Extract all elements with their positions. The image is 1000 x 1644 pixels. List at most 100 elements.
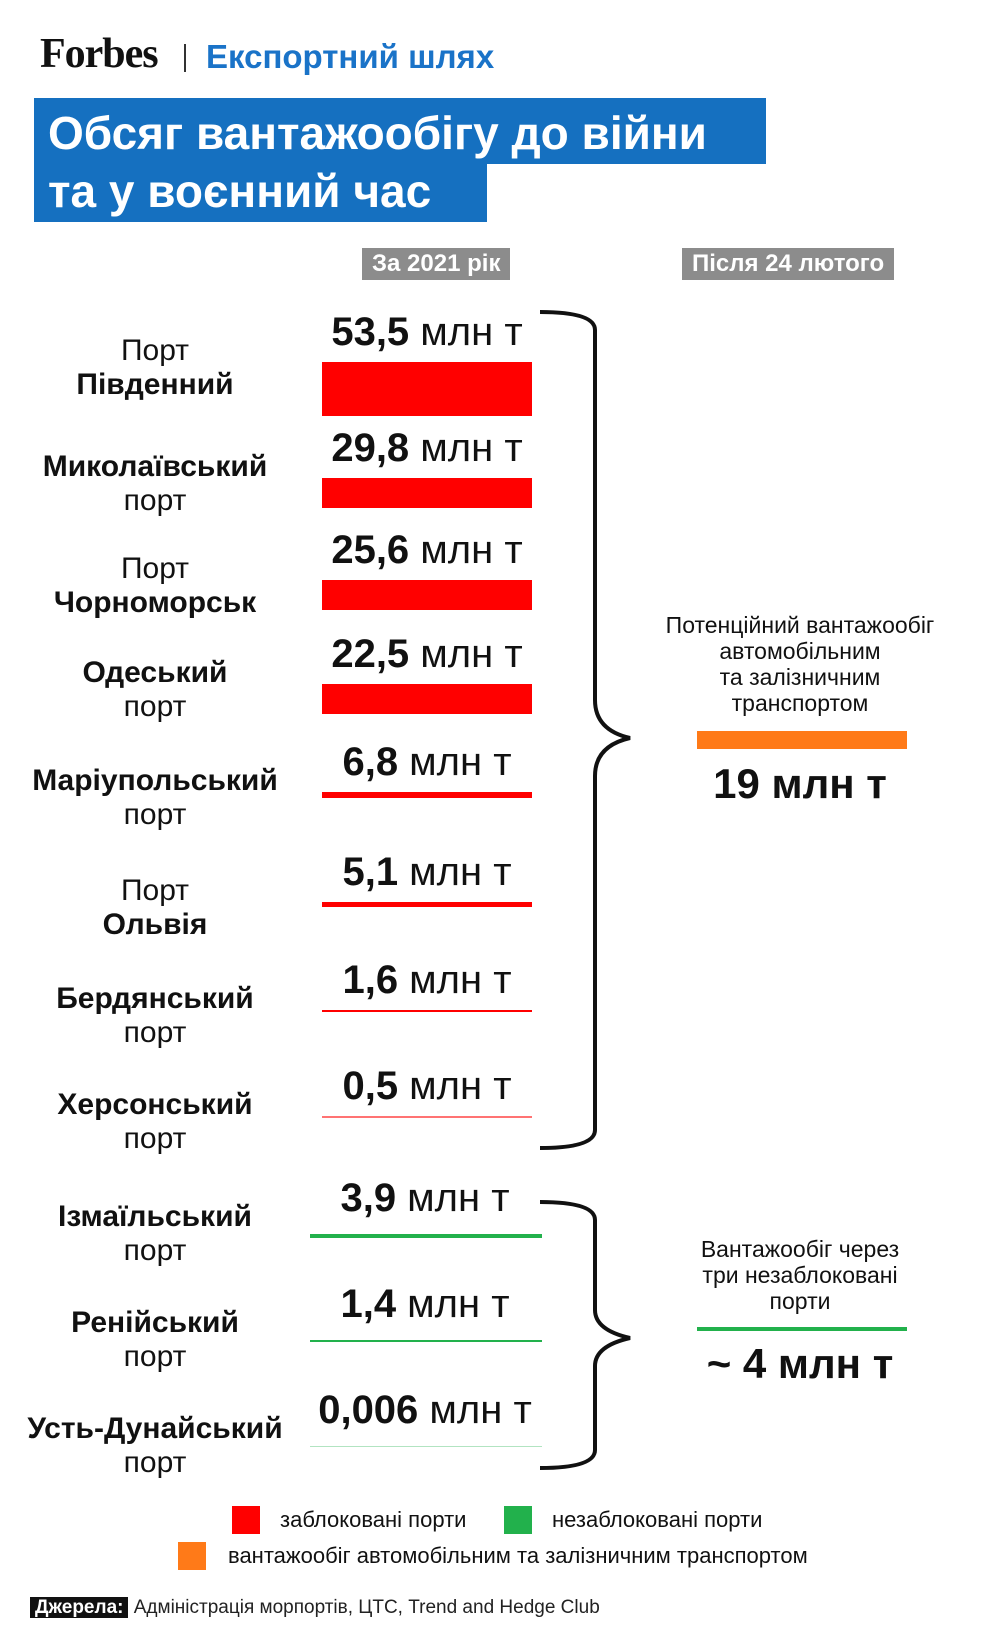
value-label-херсонський: 0,5 млн т	[312, 1064, 542, 1108]
unblocked-note-line-1: Вантажообіг через	[700, 1236, 900, 1262]
port-label-південний: Порт Південний	[15, 334, 295, 402]
port-label-одеський: Одеський порт	[15, 656, 295, 724]
port-label-prefix: Порт	[120, 334, 189, 367]
value-unit: млн т	[409, 632, 523, 676]
value-label-миколаївський: 29,8 млн т	[312, 426, 542, 470]
value-number: 0,5	[342, 1064, 399, 1108]
road-rail-note-line-4: транспортом	[731, 690, 869, 716]
bar-усть-дунайський	[310, 1446, 542, 1447]
value-label-південний: 53,5 млн т	[312, 310, 542, 354]
section-title: Експортний шлях	[206, 38, 495, 75]
port-label-prefix: Порт	[120, 552, 189, 585]
bar-чорноморськ	[322, 580, 532, 610]
value-label-усть-дунайський: 0,006 млн т	[300, 1388, 550, 1432]
road-rail-value: 19 млн т	[713, 760, 887, 807]
value-label-одеський: 22,5 млн т	[312, 632, 542, 676]
bar-бердянський	[322, 1010, 532, 1012]
port-label-prefix: Порт	[120, 874, 189, 907]
port-label-миколаївський: Миколаївський порт	[15, 450, 295, 518]
value-unit: млн т	[396, 1176, 510, 1220]
port-label-suffix: порт	[123, 1122, 187, 1155]
value-unit: млн т	[398, 850, 512, 894]
column-header-after: Після 24 лютого	[682, 248, 895, 280]
value-label-чорноморськ: 25,6 млн т	[312, 528, 542, 572]
port-label-ренійський: Ренійський порт	[15, 1306, 295, 1374]
port-label-suffix: порт	[123, 690, 187, 723]
port-label-suffix: порт	[123, 484, 187, 517]
port-name: Чорноморськ	[53, 586, 257, 619]
unblocked-note-line-2: три незаблоковані	[702, 1262, 898, 1288]
legend-swatch-unblocked	[504, 1506, 532, 1534]
port-name: Ольвія	[102, 908, 208, 941]
value-number: 6,8	[342, 740, 399, 784]
value-unit: млн т	[409, 426, 523, 470]
bar-південний	[322, 362, 532, 416]
port-label-suffix: порт	[123, 1234, 187, 1267]
legend-label-road-rail: вантажообіг автомобільним та залізничним…	[228, 1543, 808, 1568]
forbes-logo: Forbes	[40, 31, 159, 77]
source-label: Джерела:	[30, 1597, 129, 1618]
value-number: 25,6	[331, 528, 410, 572]
value-label-маріупольський: 6,8 млн т	[312, 740, 542, 784]
road-rail-note: Потенційний вантажообіг автомобільним та…	[630, 612, 970, 716]
value-number: 5,1	[342, 850, 399, 894]
port-label-suffix: порт	[123, 1340, 187, 1373]
port-name: Південний	[76, 368, 234, 401]
bracket-unblocked	[539, 1200, 631, 1470]
value-label-ренійський: 1,4 млн т	[300, 1282, 550, 1326]
unblocked-note: Вантажообіг через три незаблоковані порт…	[630, 1236, 970, 1314]
unblocked-note-line-3: порти	[769, 1288, 831, 1314]
port-name: Маріупольський	[32, 764, 278, 797]
column-header-2021: За 2021 рік	[362, 248, 511, 280]
bar-херсонський	[322, 1116, 532, 1118]
value-number: 0,006	[318, 1388, 419, 1432]
value-label-бердянський: 1,6 млн т	[312, 958, 542, 1002]
bracket-blocked	[539, 310, 631, 1150]
port-label-маріупольський: Маріупольський порт	[15, 764, 295, 832]
port-label-suffix: порт	[123, 1446, 187, 1479]
value-number: 1,4	[340, 1282, 397, 1326]
port-name: Ренійський	[71, 1306, 239, 1339]
bar-миколаївський	[322, 478, 532, 508]
port-label-ольвія: Порт Ольвія	[15, 874, 295, 942]
value-unit: млн т	[398, 740, 512, 784]
bar-ольвія	[322, 902, 532, 907]
value-number: 29,8	[331, 426, 410, 470]
value-label-ольвія: 5,1 млн т	[312, 850, 542, 894]
port-label-ізмаїльський: Ізмаїльський порт	[15, 1200, 295, 1268]
value-unit: млн т	[398, 958, 512, 1002]
legend-swatch-road-rail	[178, 1542, 206, 1570]
legend-label-unblocked: незаблоковані порти	[552, 1507, 763, 1532]
value-unit: млн т	[409, 528, 523, 572]
legend-label-blocked: заблоковані порти	[280, 1507, 467, 1532]
port-label-бердянський: Бердянський порт	[15, 982, 295, 1050]
port-label-suffix: порт	[123, 798, 187, 831]
bar-одеський	[322, 684, 532, 714]
source-note: Джерела: Адміністрація морпортів, ЦТС, T…	[30, 1595, 600, 1621]
unblocked-value: ~ 4 млн т	[706, 1340, 894, 1387]
legend-swatch-blocked	[232, 1506, 260, 1534]
value-number: 53,5	[331, 310, 410, 354]
value-number: 22,5	[331, 632, 410, 676]
value-unit: млн т	[409, 310, 523, 354]
title-line-2: та у воєнний час	[34, 160, 487, 222]
port-name: Усть-Дунайський	[27, 1412, 283, 1445]
port-label-усть-дунайський: Усть-Дунайський порт	[15, 1412, 295, 1480]
value-label-ізмаїльський: 3,9 млн т	[300, 1176, 550, 1220]
title-line-1: Обсяг вантажообігу до війни	[34, 98, 766, 164]
bar-ренійський	[310, 1340, 542, 1342]
unblocked-summary-line	[697, 1327, 907, 1331]
port-label-чорноморськ: Порт Чорноморськ	[15, 552, 295, 620]
road-rail-note-line-3: та залізничним	[719, 664, 881, 690]
value-number: 1,6	[342, 958, 399, 1002]
port-name: Бердянський	[56, 982, 254, 1015]
bar-маріупольський	[322, 792, 532, 798]
value-unit: млн т	[398, 1064, 512, 1108]
bar-ізмаїльський	[310, 1234, 542, 1238]
port-name: Миколаївський	[42, 450, 268, 483]
brand-divider	[184, 44, 186, 72]
value-unit: млн т	[396, 1282, 510, 1326]
road-rail-note-line-1: Потенційний вантажообіг	[665, 612, 935, 638]
port-label-херсонський: Херсонський порт	[15, 1088, 295, 1156]
